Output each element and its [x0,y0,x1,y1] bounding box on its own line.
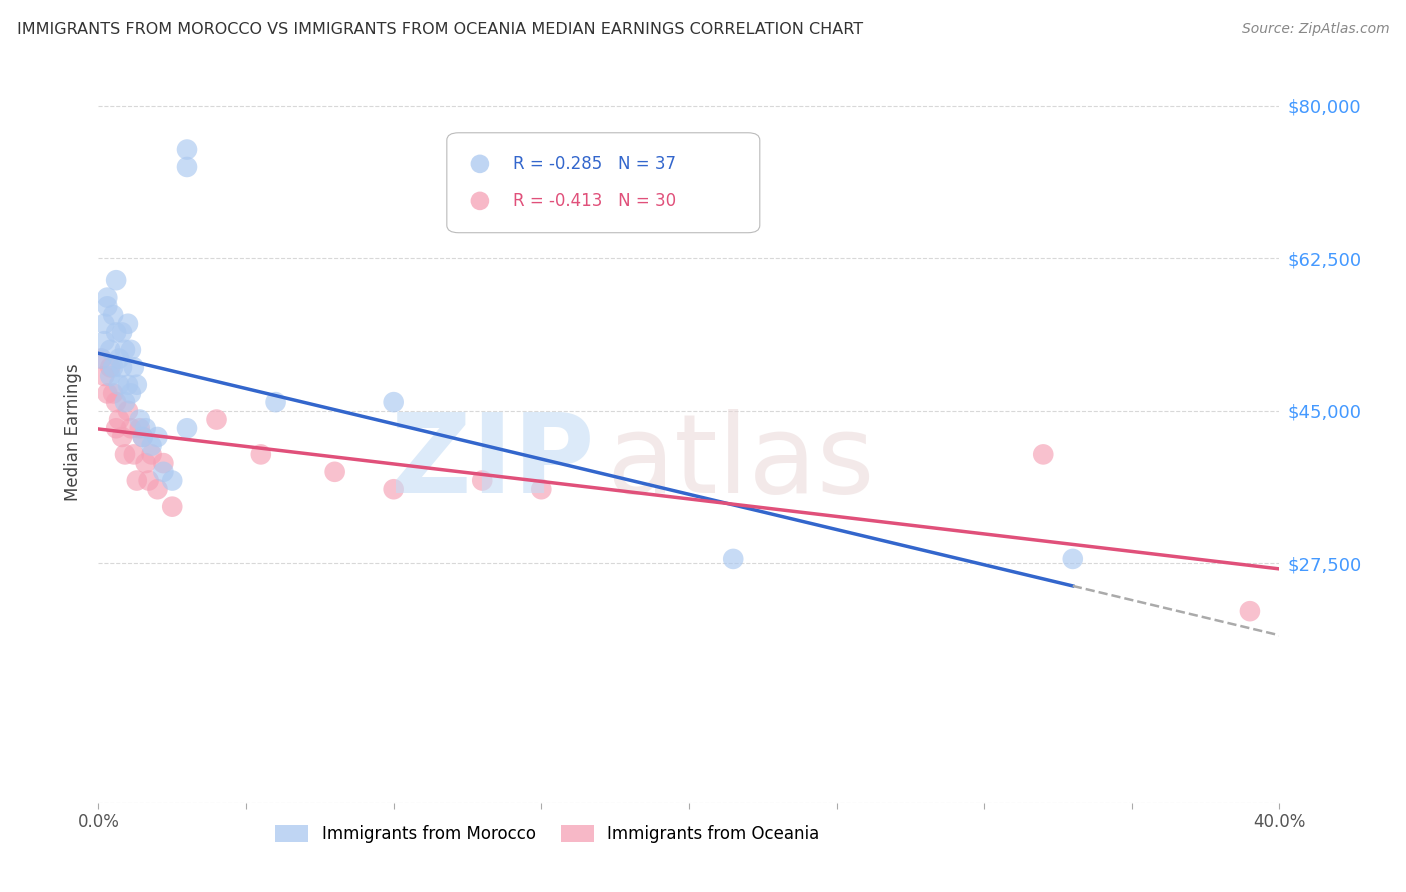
Point [108,377,131,392]
Point [132,430,155,444]
Point [1239,604,1261,618]
Point [264,395,287,409]
Point [105,273,128,287]
Point [114,343,136,357]
Point [98,360,121,375]
FancyBboxPatch shape [447,133,759,233]
Point [120,386,142,401]
Point [1062,552,1084,566]
Point [117,317,139,331]
Point [105,421,128,435]
Point [96,299,118,313]
Point [120,421,142,435]
Text: atlas: atlas [606,409,875,516]
Point [530,482,553,496]
Point [141,439,163,453]
Point [120,343,142,357]
Point [122,360,145,375]
Point [176,421,198,435]
Point [152,456,174,470]
Point [162,474,183,488]
Point [146,430,169,444]
Point [111,430,134,444]
Point [141,447,163,461]
Text: R = -0.285   N = 37: R = -0.285 N = 37 [513,155,676,173]
Point [122,447,145,461]
Point [117,377,139,392]
Point [105,326,128,340]
Point [114,395,136,409]
Point [128,412,150,426]
Point [250,447,273,461]
Point [125,377,148,392]
Point [1032,447,1054,461]
Point [138,474,160,488]
Point [90,351,112,366]
Point [125,474,148,488]
Point [93,369,115,384]
Text: ZIP: ZIP [391,409,595,516]
Point [96,386,118,401]
Point [96,291,118,305]
Point [323,465,346,479]
Point [117,404,139,418]
Point [103,386,125,401]
Point [108,351,131,366]
Text: Source: ZipAtlas.com: Source: ZipAtlas.com [1241,22,1389,37]
Text: IMMIGRANTS FROM MOROCCO VS IMMIGRANTS FROM OCEANIA MEDIAN EARNINGS CORRELATION C: IMMIGRANTS FROM MOROCCO VS IMMIGRANTS FR… [17,22,863,37]
Point [205,412,228,426]
Point [111,326,134,340]
Point [162,500,183,514]
Point [128,421,150,435]
Point [135,456,157,470]
Point [1040,796,1063,810]
Point [93,334,115,348]
Point [1040,796,1063,810]
Point [111,360,134,375]
Point [146,482,169,496]
Point [108,412,131,426]
Point [135,421,157,435]
Point [98,343,121,357]
Point [152,465,174,479]
Point [105,395,128,409]
Y-axis label: Median Earnings: Median Earnings [65,364,83,501]
Point [176,160,198,174]
Legend: Immigrants from Morocco, Immigrants from Oceania: Immigrants from Morocco, Immigrants from… [269,819,827,850]
Point [176,143,198,157]
Point [723,552,745,566]
Point [103,360,125,375]
Point [471,474,494,488]
Point [93,317,115,331]
Text: R = -0.413   N = 30: R = -0.413 N = 30 [513,192,676,210]
Point [103,308,125,322]
Point [98,369,121,384]
Point [132,430,155,444]
Point [90,351,112,366]
Point [382,482,405,496]
Point [382,395,405,409]
Point [114,447,136,461]
